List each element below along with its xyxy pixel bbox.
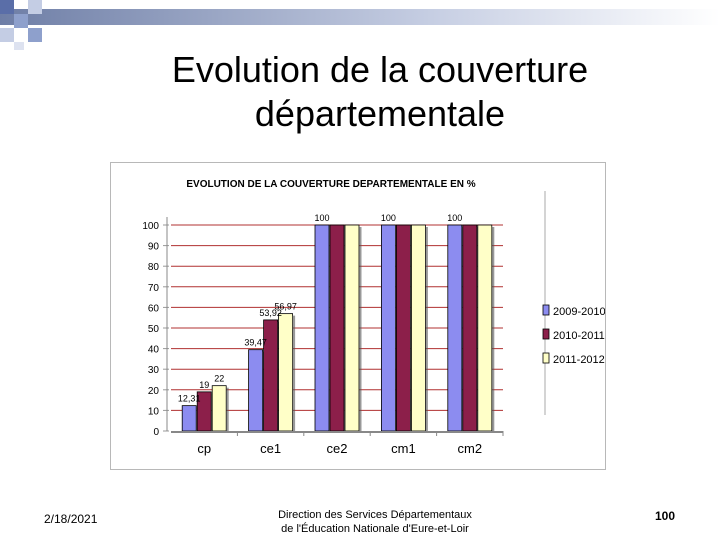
x-tick-label: cp [197, 441, 211, 456]
data-label: 39,47 [244, 338, 267, 348]
bar [462, 224, 478, 432]
organization-line-1: Direction des Services Départementaux [278, 509, 472, 521]
bar [278, 313, 294, 432]
bar-chart: EVOLUTION DE LA COUVERTURE DEPARTEMENTAL… [142, 179, 605, 456]
axes: 0 10 20 30 40 50 60 70 80 90 100 cp ce1 ce2 cm1 cm2 [142, 217, 504, 456]
y-tick-label: 30 [148, 365, 160, 376]
legend-label: 2009-2010 [553, 306, 605, 318]
header-decoration [0, 0, 720, 50]
y-tick-label: 90 [148, 242, 160, 253]
y-tick-label: 100 [142, 221, 159, 232]
bar [380, 224, 396, 432]
legend-swatch [542, 352, 550, 364]
organization-footer: Direction des Services Départementaux de… [230, 508, 520, 536]
bar [447, 224, 463, 432]
bar [477, 224, 493, 432]
bar [410, 224, 426, 432]
data-label: 22 [214, 374, 224, 384]
y-tick-label: 60 [148, 303, 160, 314]
y-tick-label: 10 [148, 406, 160, 417]
bar-shadow [425, 227, 428, 431]
data-label: 53,92 [259, 308, 282, 318]
y-tick-label: 70 [148, 283, 160, 294]
y-tick-label: 50 [148, 324, 160, 335]
bar [314, 224, 330, 432]
data-label: 12,31 [178, 394, 201, 404]
bar-shadow [292, 315, 296, 431]
data-label: 56,97 [274, 302, 297, 312]
chart-title: EVOLUTION DE LA COUVERTURE DEPARTEMENTAL… [186, 179, 475, 190]
x-tick-label: ce1 [260, 441, 281, 456]
y-tick-label: 0 [153, 427, 159, 438]
bar [263, 319, 279, 432]
data-label: 100 [381, 213, 396, 223]
slide-date: 2/18/2021 [44, 512, 98, 526]
bar-shadow [491, 227, 495, 431]
x-tick-label: cm2 [458, 441, 483, 456]
bar [248, 349, 264, 432]
x-tick-label: ce2 [327, 441, 348, 456]
y-tick-label: 20 [148, 386, 160, 397]
legend-swatch [542, 304, 550, 316]
bar [344, 224, 360, 432]
bar-shadow [359, 227, 362, 431]
legend-swatch [542, 328, 550, 340]
bar-shadow [226, 387, 229, 431]
data-label: 100 [447, 213, 462, 223]
bar [395, 224, 411, 432]
legend-label: 2011-2012 [553, 354, 605, 366]
y-tick-label: 40 [148, 345, 160, 356]
legend: 2009-2010 2010-2011 2011-2012 [542, 191, 605, 415]
bar [211, 385, 227, 432]
chart-frame: EVOLUTION DE LA COUVERTURE DEPARTEMENTAL… [110, 162, 606, 470]
page-number: 100 [654, 509, 676, 523]
data-label: 100 [314, 213, 329, 223]
organization-line-2: de l'Éducation Nationale d'Eure-et-Loir [281, 523, 469, 535]
data-label: 19 [199, 380, 209, 390]
bar [181, 405, 197, 432]
slide-title: Evolution de la couverture départemental… [171, 49, 589, 134]
bar [329, 224, 345, 432]
legend-label: 2010-2011 [553, 330, 605, 342]
x-tick-label: cm1 [391, 441, 416, 456]
y-tick-label: 80 [148, 262, 160, 273]
